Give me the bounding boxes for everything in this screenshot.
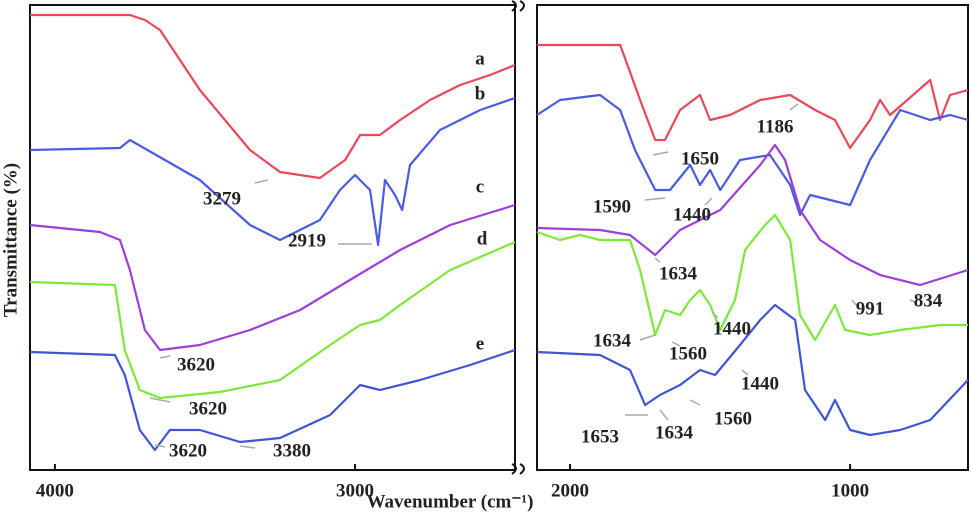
annotation: 1560	[669, 343, 707, 364]
annotation-leader	[659, 409, 669, 421]
spectrum-line	[29, 96, 516, 247]
spectrum-line	[537, 43, 969, 150]
annotation-leader	[689, 399, 701, 406]
x-tick-label: 2000	[551, 480, 589, 501]
annotation-leader	[741, 369, 749, 376]
spectrum-line	[536, 93, 969, 217]
annotation-leader	[254, 179, 269, 184]
right-frame	[536, 4, 969, 471]
annotation: 1186	[757, 116, 794, 137]
axis-break	[511, 0, 525, 475]
spectrum-line	[536, 303, 969, 437]
annotation-leader	[652, 151, 669, 156]
x-axis-label: Wavenumber (cm⁻¹)	[367, 491, 534, 512]
annotation: 1590	[593, 196, 631, 217]
annotation: 2919	[288, 230, 326, 251]
x-tick-label: 3000	[336, 480, 374, 501]
spectrum-line	[30, 13, 516, 180]
series-label: d	[477, 228, 488, 249]
annotation: 834	[914, 290, 943, 311]
annotation: 3620	[189, 398, 227, 419]
annotation-leader	[639, 334, 656, 341]
annotation: 1560	[714, 408, 752, 429]
annotation-leader	[239, 445, 256, 449]
annotation: 1440	[673, 204, 711, 225]
annotation: 1653	[581, 426, 619, 447]
annotation-leader	[159, 355, 171, 359]
annotation: 991	[856, 298, 885, 319]
spectrum-line	[29, 348, 516, 452]
annotation: 1440	[741, 373, 779, 394]
annotation: 3620	[177, 354, 215, 375]
y-axis-label: Transmittance (%)	[0, 163, 21, 317]
annotation: 3380	[273, 440, 311, 461]
x-tick-label: 1000	[831, 480, 869, 501]
annotation-leader	[704, 197, 713, 206]
annotation-leader	[654, 257, 661, 263]
annotation-leader	[789, 103, 799, 111]
annotation-leader	[851, 299, 857, 306]
annotation: 1440	[713, 318, 751, 339]
annotation: 3620	[169, 440, 207, 461]
series-label: a	[475, 48, 485, 69]
spectrum-line	[536, 143, 969, 287]
series-label: b	[475, 83, 486, 104]
left-frame	[29, 4, 516, 471]
annotation: 1650	[681, 148, 719, 169]
annotation-leader	[154, 444, 166, 448]
annotation-leader	[149, 397, 171, 403]
x-tick-label: 4000	[36, 480, 74, 501]
spectrum-line	[29, 203, 516, 352]
annotation-leader	[909, 299, 916, 303]
annotation: 3279	[203, 188, 241, 209]
annotation: 1634	[659, 263, 698, 284]
annotation-leader	[644, 197, 666, 201]
annotation: 1634	[655, 422, 694, 443]
series-label: c	[476, 176, 484, 197]
annotation-leader	[671, 341, 681, 347]
spectrum-line	[536, 213, 968, 342]
spectrum-line	[29, 240, 516, 400]
annotation: 1634	[593, 330, 632, 351]
annotation-leader	[711, 311, 719, 319]
series-label: e	[476, 333, 484, 354]
